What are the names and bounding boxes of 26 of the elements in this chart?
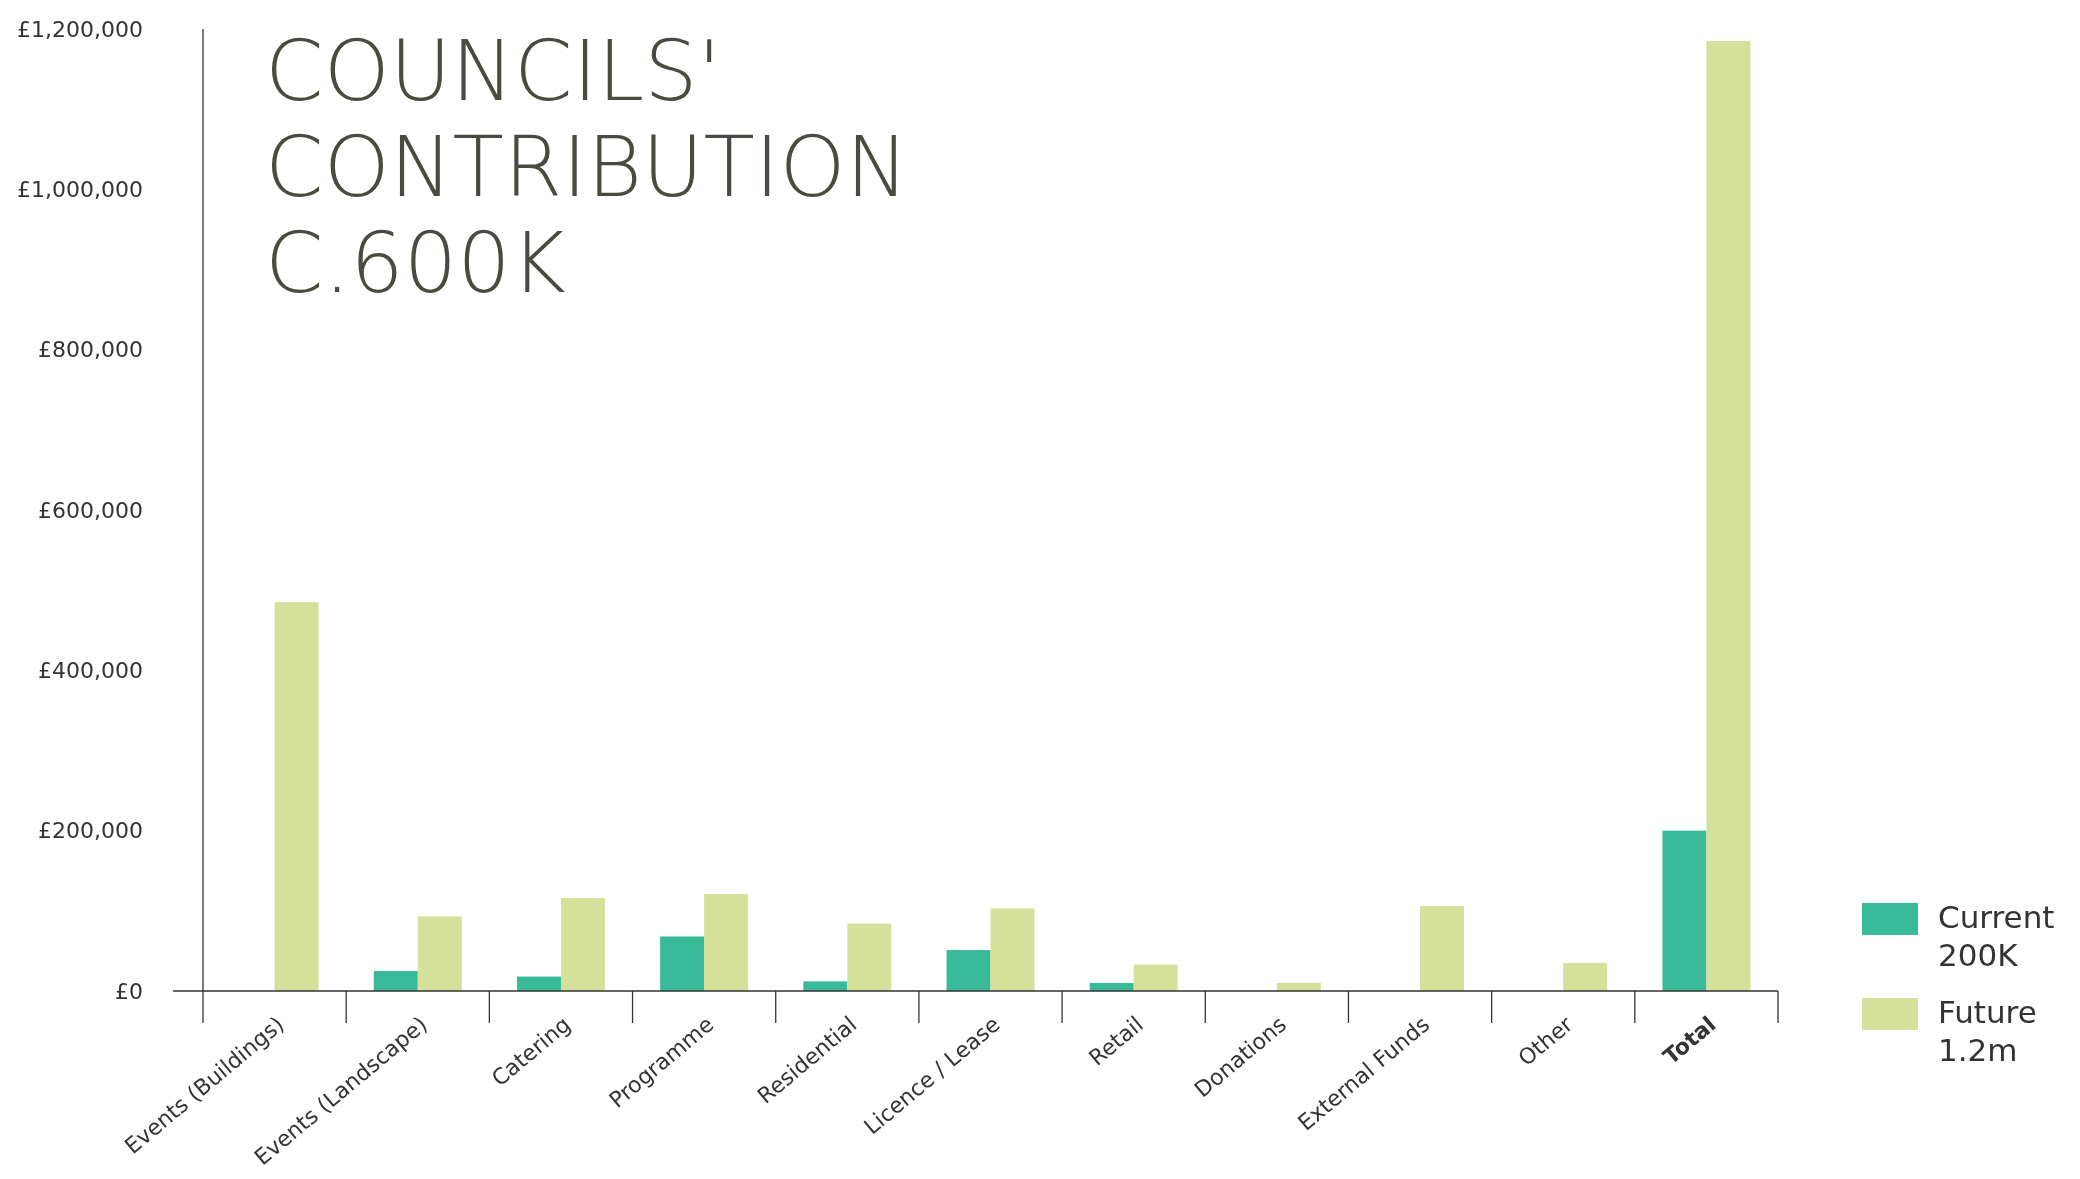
bar: [1420, 906, 1465, 991]
legend-label: Current 200K: [1938, 899, 2055, 973]
y-tick-label: £200,000: [38, 818, 143, 844]
bar: [560, 898, 605, 991]
y-tick-label: £0: [115, 978, 143, 1004]
bar: [1133, 964, 1178, 991]
y-tick-label: £400,000: [38, 658, 143, 684]
bar: [704, 894, 749, 991]
bar: [274, 602, 319, 991]
bar: [660, 936, 705, 991]
bar: [990, 908, 1035, 991]
bar: [1706, 41, 1751, 991]
bar: [373, 970, 418, 991]
bar: [417, 916, 462, 991]
bar: [946, 950, 991, 991]
y-tick-label: £1,000,000: [17, 177, 143, 203]
y-tick-label: £800,000: [38, 337, 143, 363]
bar: [1662, 830, 1707, 991]
text: COUNCILS' CONTRIBUTION C.600K: [265, 22, 909, 312]
bar: [803, 981, 848, 991]
bar: [516, 976, 561, 991]
y-tick-label: £1,200,000: [17, 16, 143, 42]
y-tick-label: £600,000: [38, 497, 143, 523]
bar: [847, 923, 892, 991]
legend-label: Future 1.2m: [1938, 994, 2037, 1068]
bar: [1563, 962, 1608, 991]
